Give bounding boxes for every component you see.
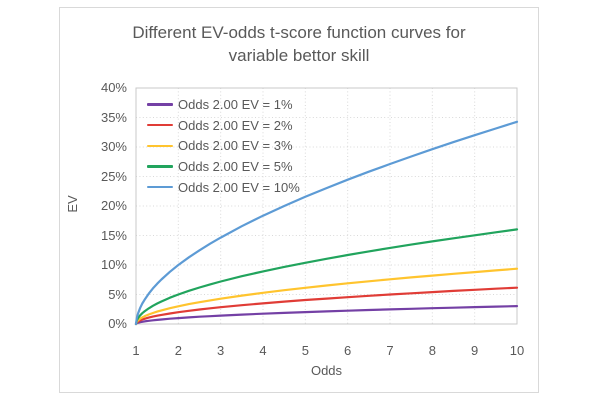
chart-title-line-1: Different EV-odds t-score function curve… <box>132 23 466 42</box>
legend-label: Odds 2.00 EV = 3% <box>178 138 293 154</box>
legend-item-3: Odds 2.00 EV = 3% <box>147 135 300 156</box>
legend-item-1: Odds 2.00 EV = 1% <box>147 94 300 115</box>
x-tick-label-1: 1 <box>132 343 140 358</box>
legend: Odds 2.00 EV = 1% Odds 2.00 EV = 2% Odds 2… <box>147 94 300 197</box>
y-tick-label-15%: 15% <box>100 227 127 243</box>
plot-border <box>135 87 518 325</box>
x-tick-label-2: 2 <box>174 343 182 358</box>
series-line-5 <box>134 120 519 326</box>
legend-swatch-icon <box>147 144 173 147</box>
series-line-3 <box>134 267 519 326</box>
series-line-2 <box>134 286 519 326</box>
chart-frame: Different EV-odds t-score function curve… <box>59 7 539 393</box>
y-tick-label-25%: 25% <box>100 168 127 184</box>
x-tick-label-4: 4 <box>259 343 267 358</box>
plot-area <box>134 87 519 326</box>
x-tick-label-10: 10 <box>509 343 525 358</box>
x-tick-label-7: 7 <box>386 343 394 358</box>
chart-title-line-2: variable bettor skill <box>228 46 370 65</box>
x-axis-title: Odds <box>310 363 343 378</box>
legend-label: Odds 2.00 EV = 2% <box>178 117 293 133</box>
legend-item-4: Odds 2.00 EV = 5% <box>147 156 300 177</box>
chart-title: Different EV-odds t-score function curve… <box>60 21 538 67</box>
y-tick-label-0%: 0% <box>108 316 127 331</box>
x-tick-label-9: 9 <box>471 343 479 358</box>
legend-swatch-icon <box>147 123 173 127</box>
legend-item-2: Odds 2.00 EV = 2% <box>147 115 300 136</box>
y-tick-label-40%: 40% <box>100 80 127 95</box>
y-tick-label-10%: 10% <box>100 257 127 272</box>
legend-swatch-icon <box>147 103 173 106</box>
legend-label: Odds 2.00 EV = 5% <box>178 158 293 174</box>
y-tick-label-30%: 30% <box>100 139 127 154</box>
y-tick-label-5%: 5% <box>108 286 127 302</box>
y-tick-label-20%: 20% <box>100 198 127 213</box>
legend-item-5: Odds 2.00 EV = 10% <box>147 177 300 198</box>
legend-label: Odds 2.00 EV = 1% <box>178 96 293 112</box>
series-line-1 <box>134 305 519 326</box>
x-tick-label-5: 5 <box>301 343 309 358</box>
x-tick-label-3: 3 <box>217 343 225 358</box>
x-tick-label-6: 6 <box>344 343 352 358</box>
legend-swatch-icon <box>147 165 173 168</box>
series-line-4 <box>134 228 519 326</box>
x-tick-label-8: 8 <box>428 343 436 358</box>
legend-swatch-icon <box>147 185 173 189</box>
legend-label: Odds 2.00 EV = 10% <box>178 179 300 195</box>
y-tick-label-35%: 35% <box>100 109 127 125</box>
